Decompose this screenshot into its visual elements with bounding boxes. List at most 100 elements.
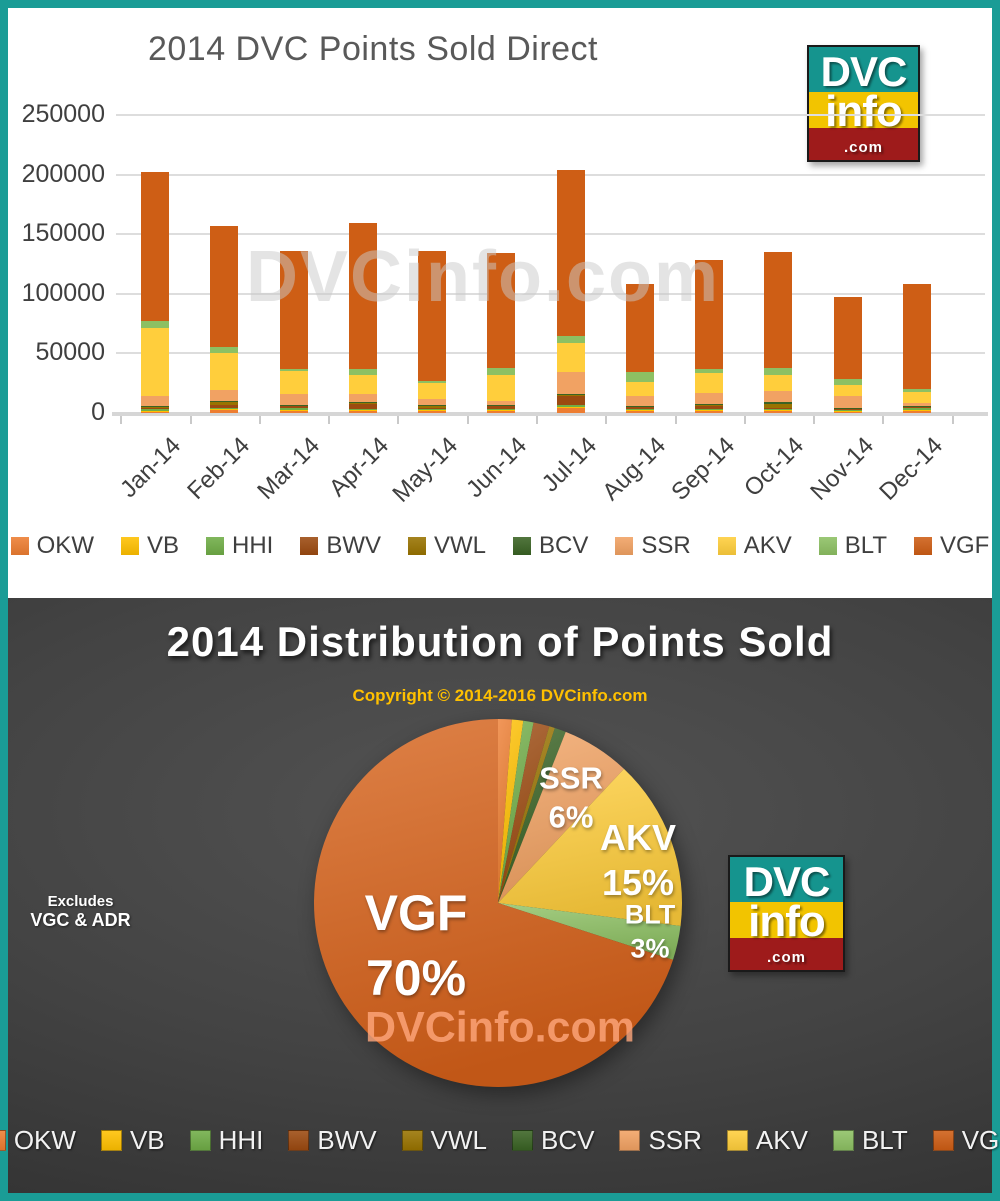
- x-tick: [605, 416, 608, 424]
- bar-segment-HHI: [764, 408, 793, 410]
- dvcinfo-logo: DVC info .com: [807, 45, 920, 162]
- legend-label-OKW: OKW: [36, 532, 94, 559]
- legend-label-VGF: VGF: [961, 1125, 1000, 1155]
- x-tick-label-Apr-14: Apr-14: [323, 432, 394, 503]
- legend-item-VWL: VWL: [401, 1125, 487, 1156]
- bar-segment-BCV: [902, 405, 931, 407]
- logo-text-info: info: [748, 897, 826, 946]
- bar-segment-VWL: [625, 406, 654, 408]
- legend-swatch-OKW: [10, 537, 29, 555]
- pie-watermark-text: DVCinfo.com: [365, 1003, 635, 1052]
- logo-text-com: .com: [766, 949, 806, 966]
- bar-segment-BWV: [695, 405, 724, 409]
- legend-item-AKV: AKV: [717, 532, 792, 560]
- bar-Dec-14: [902, 284, 931, 413]
- bar-segment-SSR: [556, 372, 585, 394]
- legend-item-VB: VB: [100, 1125, 165, 1156]
- bar-segment-BLT: [764, 367, 793, 376]
- gridline-100000: [116, 292, 985, 295]
- bar-segment-BWV: [833, 408, 862, 410]
- legend-swatch-VGF: [932, 1130, 954, 1151]
- pie-label-ssr-pct: 6%: [548, 799, 594, 834]
- bar-chart-title: 2014 DVC Points Sold Direct: [147, 30, 599, 68]
- bar-segment-VB: [487, 409, 516, 411]
- bar-segment-VWL: [695, 404, 724, 406]
- bar-segment-BWV: [902, 407, 931, 408]
- logo-red-band: [730, 938, 843, 970]
- x-tick-label-Jun-14: Jun-14: [461, 432, 533, 503]
- bar-segment-BLT: [833, 379, 862, 385]
- bar-segment-HHI: [348, 408, 377, 410]
- bar-segment-VWL: [902, 406, 931, 408]
- bar-segment-VGF: [279, 250, 308, 369]
- legend-swatch-VB: [100, 1130, 122, 1151]
- bar-segment-BCV: [279, 404, 308, 406]
- legend-item-OKW: OKW: [0, 1125, 76, 1156]
- legend-swatch-AKV: [717, 537, 736, 555]
- bar-segment-BLT: [279, 368, 308, 372]
- legend-label-BCV: BCV: [539, 532, 589, 559]
- bar-segment-BWV: [141, 407, 169, 409]
- legend-label-VB: VB: [129, 1125, 165, 1155]
- bar-segment-VGF: [487, 253, 516, 368]
- pie-chart-title: 2014 Distribution of Points Sold: [166, 618, 834, 665]
- bar-segment-VB: [279, 410, 308, 411]
- bar-segment-VB: [695, 410, 724, 411]
- bar-segment-SSR: [902, 403, 931, 406]
- y-tick-label: 200000: [21, 159, 105, 188]
- bar-segment-HHI: [141, 408, 169, 412]
- legend-label-VWL: VWL: [434, 532, 487, 559]
- legend-swatch-VB: [120, 537, 139, 555]
- bar-segment-OKW: [141, 411, 169, 413]
- bar-segment-SSR: [764, 390, 793, 402]
- pie-label-ssr: SSR 6%: [539, 759, 603, 837]
- bar-segment-VGF: [210, 225, 239, 348]
- bar-segment-AKV: [695, 373, 724, 394]
- bar-segment-AKV: [348, 374, 377, 394]
- pie-label-blt-name: BLT: [624, 899, 676, 930]
- bar-segment-HHI: [902, 407, 931, 411]
- bar-segment-VWL: [141, 407, 169, 408]
- bar-segment-OKW: [210, 410, 239, 413]
- legend-item-BCV: BCV: [513, 532, 588, 560]
- bar-segment-BWV: [279, 406, 308, 408]
- bar-May-14: [418, 250, 447, 413]
- bar-segment-VB: [625, 410, 654, 411]
- y-tick-label: 0: [91, 398, 105, 426]
- x-tick-label-Oct-14: Oct-14: [739, 432, 810, 503]
- pie-label-vgf-pct: 70%: [365, 950, 467, 1006]
- legend-swatch-OKW: [0, 1130, 6, 1151]
- bar-segment-BLT: [625, 372, 654, 382]
- legend-item-BCV: BCV: [511, 1125, 594, 1156]
- bar-segment-OKW: [418, 410, 447, 413]
- pie-label-blt-pct: 3%: [630, 933, 670, 963]
- legend-swatch-BWV: [288, 1130, 310, 1151]
- bar-segment-BLT: [902, 389, 931, 392]
- legend-label-BLT: BLT: [844, 532, 887, 559]
- x-tick-label-Jan-14: Jan-14: [115, 432, 187, 503]
- x-tick: [120, 416, 123, 424]
- legend-swatch-BCV: [513, 537, 532, 555]
- bar-segment-OKW: [695, 410, 724, 413]
- legend-swatch-BLT: [818, 537, 837, 555]
- bar-segment-SSR: [348, 393, 377, 403]
- legend-swatch-VWL: [401, 1130, 423, 1151]
- bar-segment-HHI: [487, 408, 516, 410]
- bar-Apr-14: [348, 223, 377, 413]
- bar-segment-VB: [902, 410, 931, 412]
- bar-segment-BLT: [695, 368, 724, 374]
- bar-segment-BWV: [764, 407, 793, 409]
- bar-segment-VWL: [210, 402, 239, 405]
- legend-label-HHI: HHI: [231, 532, 274, 559]
- bar-segment-SSR: [625, 396, 654, 406]
- pie-slice-VWL: [498, 726, 555, 903]
- bar-segment-BCV: [210, 401, 239, 403]
- bar-segment-VGF: [902, 284, 931, 390]
- logo-teal-band: [730, 857, 843, 903]
- bar-Sep-14: [695, 260, 724, 413]
- x-tick: [536, 416, 539, 424]
- x-tick-label-Sep-14: Sep-14: [666, 432, 741, 506]
- bar-segment-BCV: [833, 407, 862, 409]
- pie-slice-BCV: [498, 728, 566, 903]
- bar-Jan-14: [141, 172, 169, 413]
